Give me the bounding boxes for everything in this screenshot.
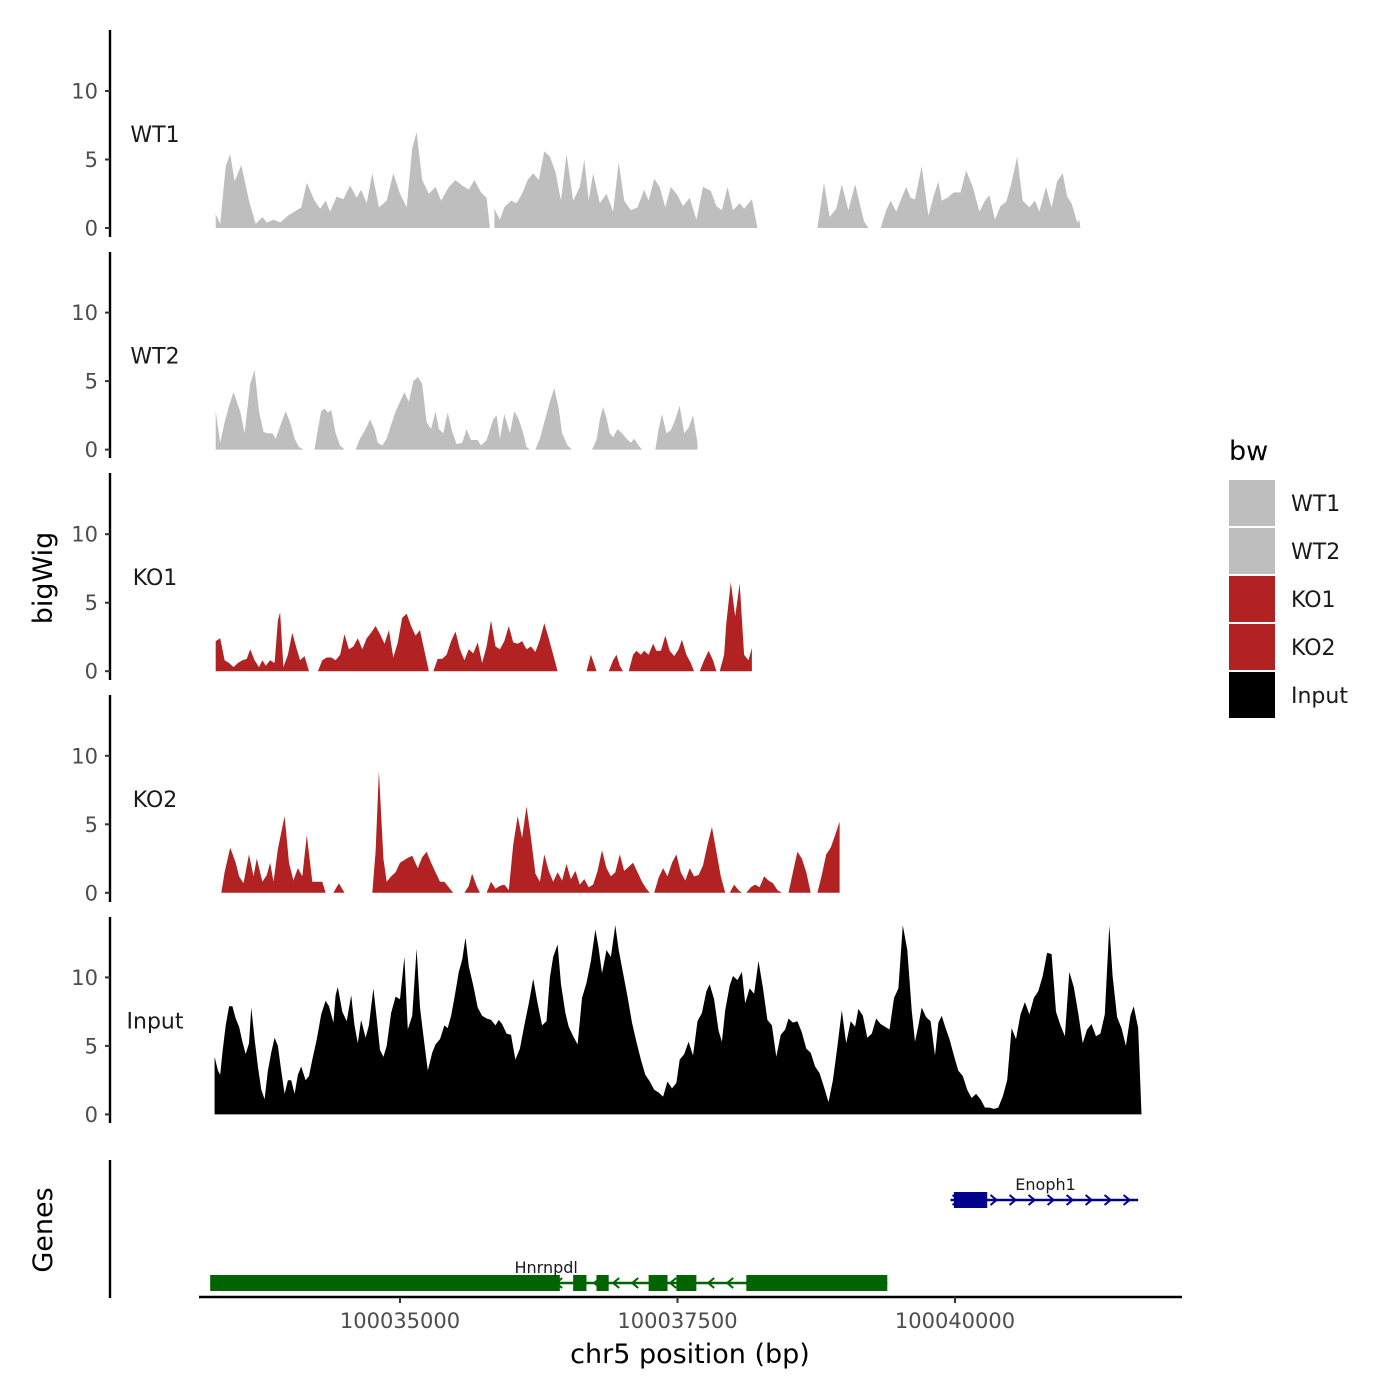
strand-arrow: [630, 1277, 639, 1289]
x-tick-label: 100035000: [340, 1309, 460, 1333]
legend-label-ko2: KO2: [1291, 636, 1336, 661]
legend-label-wt2: WT2: [1291, 540, 1340, 565]
area-ko2: [221, 770, 840, 893]
legend-key-ko2: [1229, 624, 1275, 670]
gene-exon: [573, 1275, 587, 1291]
strand-arrow: [611, 1277, 620, 1289]
y-tick-label: 5: [85, 1034, 98, 1058]
area-input: [214, 925, 1142, 1115]
strand-arrow: [668, 1277, 677, 1289]
y-tick-label: 10: [71, 744, 98, 768]
y-tick-label: 10: [71, 80, 98, 104]
gene-exon: [953, 1192, 988, 1208]
gene-exon: [210, 1275, 560, 1291]
track-label-input: Input: [127, 1009, 184, 1034]
x-tick-label: 100037500: [617, 1309, 737, 1333]
strand-arrow: [1122, 1194, 1132, 1206]
coverage-tracks: WT1 WT2 KO1 KO2 Input: [127, 123, 1142, 1115]
strand-arrow: [1027, 1194, 1037, 1206]
area-wt2: [215, 370, 698, 450]
gene-annotation-track: Hnrnpdl Enoph1: [210, 1175, 1139, 1291]
gene-label: Enoph1: [1015, 1175, 1076, 1194]
legend-label-wt1: WT1: [1291, 492, 1340, 517]
strand-arrow: [725, 1277, 734, 1289]
track-label-wt1: WT1: [130, 123, 179, 148]
strand-arrow: [706, 1277, 715, 1289]
y-tick-label: 0: [85, 881, 98, 905]
genes-axis-title: Genes: [28, 1187, 59, 1272]
gene-exon: [596, 1275, 609, 1291]
legend-label-ko1: KO1: [1291, 588, 1336, 613]
track-label-ko2: KO2: [133, 788, 178, 813]
legend-label-input: Input: [1291, 684, 1348, 709]
legend-key-ko1: [1229, 576, 1275, 622]
strand-arrow: [989, 1194, 999, 1206]
y-tick-label: 0: [85, 1103, 98, 1127]
y-tick-label: 5: [85, 813, 98, 837]
legend: bw WT1 WT2 KO1 KO2 Input: [1229, 436, 1348, 718]
gene-enoph1: Enoph1: [950, 1175, 1139, 1208]
y-tick-label: 10: [71, 966, 98, 990]
legend-key-input: [1229, 672, 1275, 718]
gene-exon: [648, 1275, 668, 1291]
y-tick-label: 10: [71, 301, 98, 325]
x-tick-label: 100040000: [895, 1309, 1015, 1333]
area-wt1: [215, 132, 1081, 228]
x-axis-title: chr5 position (bp): [570, 1339, 810, 1370]
strand-arrow: [1084, 1194, 1094, 1206]
strand-arrow: [1008, 1194, 1018, 1206]
legend-items: WT1 WT2 KO1 KO2 Input: [1229, 480, 1348, 718]
axes: 0 5 10 0 5 10 0 5 10 0 5 10 0 5 10 100035000 100037500 10…: [71, 30, 1182, 1333]
y-tick-label: 0: [85, 660, 98, 684]
strand-arrow: [1103, 1194, 1113, 1206]
track-label-ko1: KO1: [133, 566, 178, 591]
y-tick-label: 5: [85, 370, 98, 394]
strand-arrow: [1046, 1194, 1056, 1206]
y-tick-label: 0: [85, 217, 98, 241]
y-tick-label: 0: [85, 438, 98, 462]
y-tick-label: 5: [85, 148, 98, 172]
strand-arrow: [1065, 1194, 1075, 1206]
gene-exon: [676, 1275, 697, 1291]
legend-key-wt1: [1229, 480, 1275, 526]
gene-hnrnpdl: Hnrnpdl: [210, 1258, 888, 1291]
gene-label: Hnrnpdl: [515, 1258, 578, 1277]
y-axis-title: bigWig: [28, 532, 59, 625]
area-ko1: [215, 582, 752, 672]
legend-key-wt2: [1229, 528, 1275, 574]
track-label-wt2: WT2: [130, 345, 179, 370]
legend-title: bw: [1229, 436, 1268, 467]
y-tick-label: 10: [71, 523, 98, 547]
gene-exon: [746, 1275, 888, 1291]
y-tick-label: 5: [85, 591, 98, 615]
